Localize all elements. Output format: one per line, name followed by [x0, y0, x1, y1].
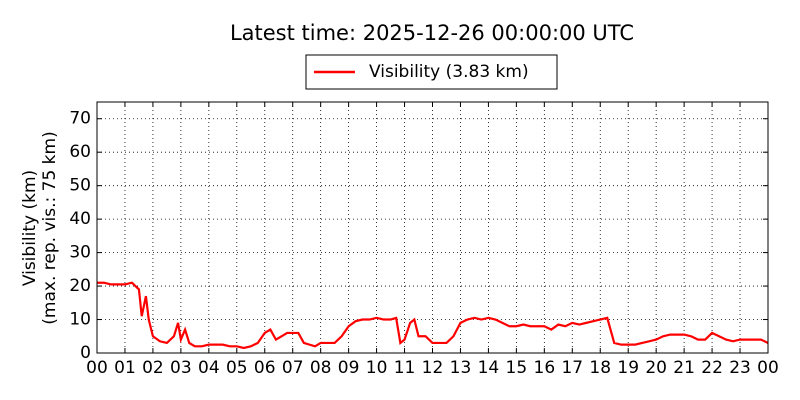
y-tick-label: 20 [69, 276, 91, 296]
x-tick-label: 12 [422, 358, 444, 378]
x-tick-label: 08 [310, 358, 332, 378]
x-tick-label: 05 [226, 358, 248, 378]
plot-frame [96, 101, 769, 354]
x-tick-label: 19 [617, 358, 639, 378]
x-tick-label: 11 [394, 358, 416, 378]
x-tick-label: 18 [589, 358, 611, 378]
x-tick-label: 10 [366, 358, 388, 378]
x-tick-label: 17 [561, 358, 583, 378]
y-tick-label: 10 [69, 310, 91, 330]
legend-label: Visibility (3.83 km) [369, 62, 529, 82]
y-tick-label: 50 [69, 176, 91, 196]
y-tick-label: 70 [69, 109, 91, 129]
y-tick-label: 0 [80, 343, 91, 363]
x-tick-label: 21 [673, 358, 695, 378]
chart-title: Latest time: 2025-12-26 00:00:00 UTC [230, 21, 634, 45]
y-tick-label: 30 [69, 243, 91, 263]
x-tick-label: 03 [170, 358, 192, 378]
x-tick-label: 09 [338, 358, 360, 378]
x-tick-label: 14 [478, 358, 500, 378]
x-tick-label: 16 [534, 358, 556, 378]
y-tick-label: 40 [69, 209, 91, 229]
x-tick-label: 13 [450, 358, 472, 378]
x-tick-label: 00 [757, 358, 779, 378]
x-tick-label: 22 [701, 358, 723, 378]
x-tick-label: 07 [282, 358, 304, 378]
data-line [97, 281, 769, 350]
x-tick-label: 23 [729, 358, 751, 378]
x-tick-label: 04 [198, 358, 220, 378]
x-tick-label: 06 [254, 358, 276, 378]
x-tick-label: 01 [114, 358, 136, 378]
y-axis-label: Visibility (km) [20, 170, 40, 286]
y-axis-label: (max. rep. vis.: 75 km) [40, 131, 60, 324]
x-tick-label: 02 [142, 358, 164, 378]
x-tick-label: 15 [506, 358, 528, 378]
x-tick-label: 20 [645, 358, 667, 378]
x-tick-label: 00 [86, 358, 108, 378]
y-tick-label: 60 [69, 142, 91, 162]
